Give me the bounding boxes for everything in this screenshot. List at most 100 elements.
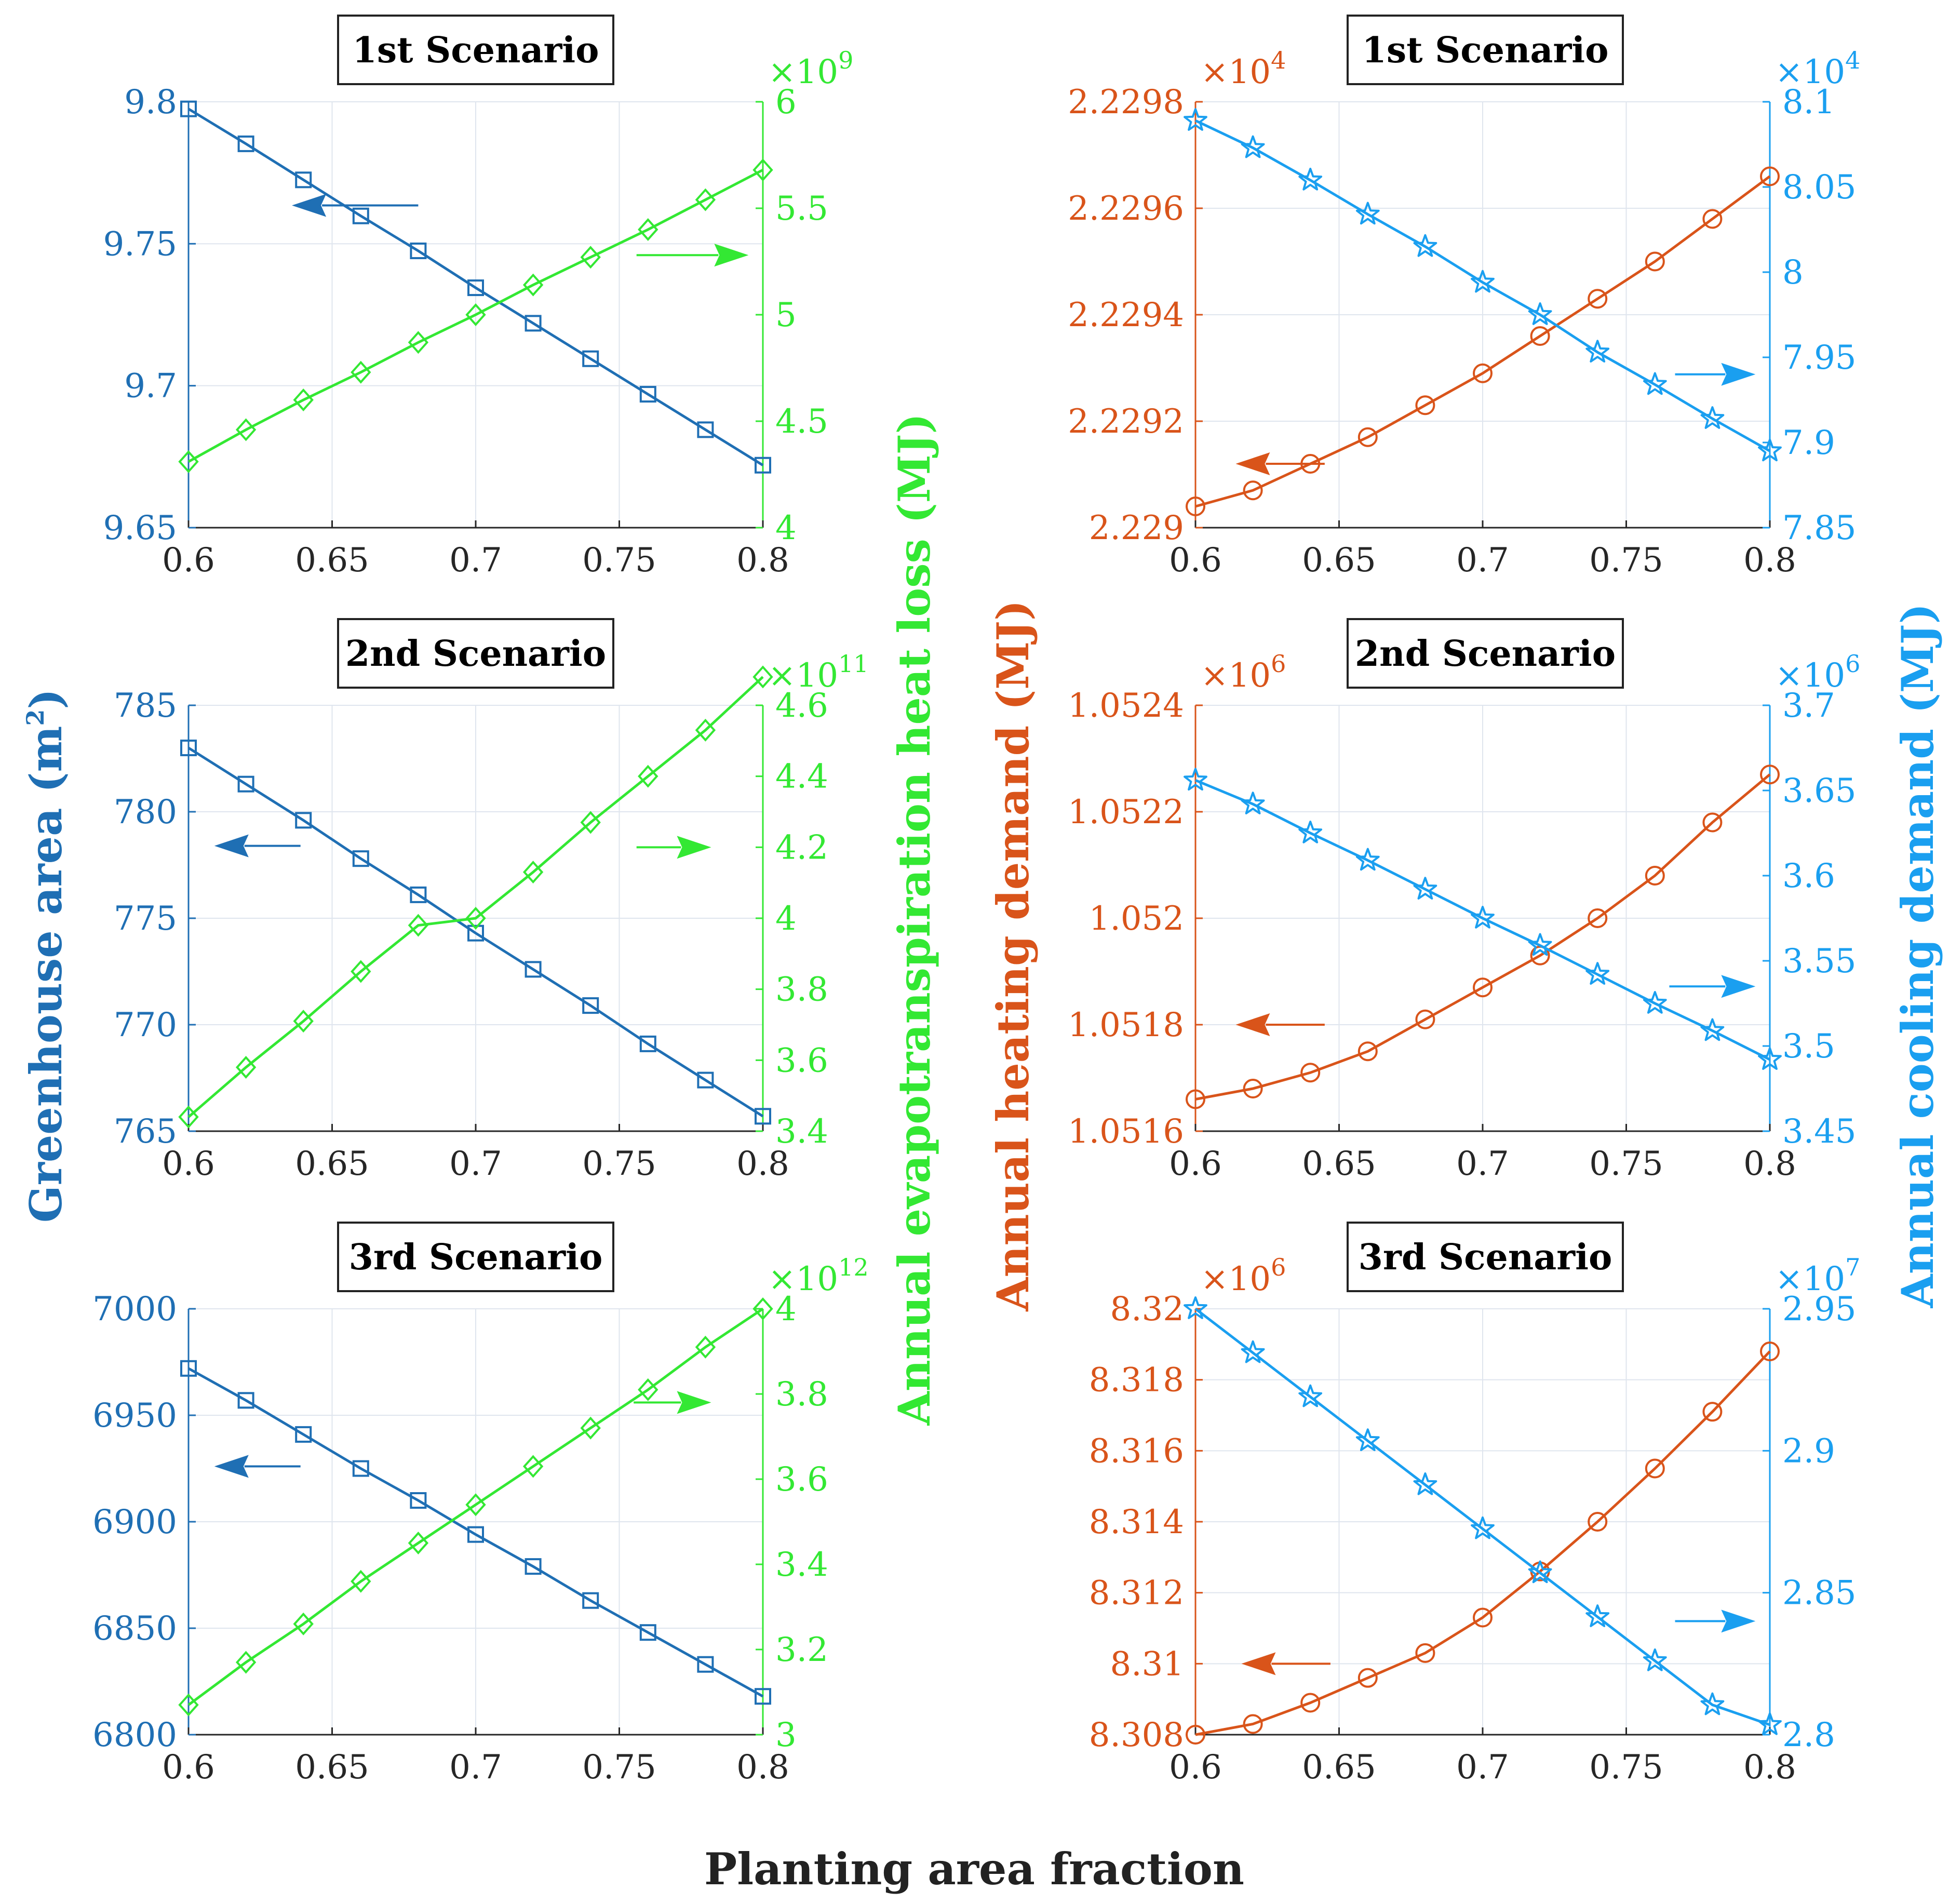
right-y-tick-label: 3.7 <box>1782 687 1835 725</box>
right-axis-exponent: ×106 <box>1775 650 1860 695</box>
data-point <box>1585 340 1610 363</box>
data-point <box>1473 977 1493 998</box>
chart-panel-3: 0.6 0.65 0.7 0.75 0.8 765 770 775 780 785 3.4 3.6 3.… <box>114 618 869 1183</box>
data-point <box>1184 768 1207 791</box>
data-point <box>582 350 599 367</box>
left-y-tick-label: 8.318 <box>1089 1361 1184 1400</box>
data-point <box>1415 1643 1435 1663</box>
left-axis-exponent: ×106 <box>1201 650 1286 695</box>
data-point <box>1645 866 1665 886</box>
panels: 0.6 0.65 0.7 0.75 0.8 9.65 9.7 9.75 9.8 4 4.5 5 5.5 6… <box>92 15 1860 1787</box>
x-tick-label: 0.6 <box>162 541 215 580</box>
data-point <box>697 1656 714 1673</box>
data-point <box>180 100 197 117</box>
data-point <box>639 1035 656 1052</box>
x-tick-label: 0.6 <box>1169 541 1222 580</box>
x-tick-label: 0.65 <box>295 1145 369 1183</box>
right-y-tick-label: 4 <box>775 1290 797 1329</box>
right-y-tick-label: 2.85 <box>1782 1574 1857 1613</box>
data-point <box>525 1558 542 1575</box>
right-y-tick-label: 3.4 <box>775 1546 828 1584</box>
data-point <box>1528 933 1552 956</box>
left-y-tick-label: 6800 <box>92 1716 177 1754</box>
left-arrow-head <box>1241 1652 1276 1675</box>
data-point <box>352 1460 369 1477</box>
data-point <box>580 246 601 269</box>
data-point <box>1415 395 1435 415</box>
series-line-2 <box>187 676 764 1118</box>
data-point <box>467 1526 484 1543</box>
right-arrow-head <box>1721 1610 1756 1633</box>
right-y-tick-label: 3 <box>775 1716 797 1754</box>
right-axis-exponent: ×107 <box>1775 1253 1860 1298</box>
data-point <box>295 1426 312 1443</box>
series-line-1 <box>1195 773 1771 1101</box>
data-point <box>237 135 254 152</box>
data-point <box>1415 1009 1435 1029</box>
left-y-tick-label: 8.316 <box>1089 1432 1184 1470</box>
right-arrow-head <box>677 1391 711 1414</box>
data-point <box>1298 821 1323 843</box>
data-point <box>1700 1692 1725 1715</box>
data-point <box>1300 1693 1321 1713</box>
data-point <box>352 207 369 224</box>
right-y-tick-label: 3.65 <box>1782 772 1857 810</box>
data-point <box>1471 270 1495 293</box>
data-point <box>755 1108 771 1125</box>
data-point <box>1758 438 1782 462</box>
left-y-tick-label: 1.0524 <box>1068 687 1184 725</box>
panel-title: 3rd Scenario <box>1359 1237 1612 1278</box>
x-tick-label: 0.65 <box>295 1748 369 1787</box>
data-point <box>465 303 486 326</box>
series-line-2 <box>187 1307 764 1706</box>
panel-title: 1st Scenario <box>1362 30 1609 71</box>
data-point <box>237 1392 254 1409</box>
data-point <box>352 850 369 867</box>
x-tick-label: 0.6 <box>1169 1748 1222 1787</box>
x-tick-label: 0.7 <box>1456 541 1509 580</box>
right-y-tick-label: 3.2 <box>775 1631 828 1669</box>
data-point <box>638 1378 658 1401</box>
right-axis-exponent: ×1011 <box>768 650 869 695</box>
evapotranspiration-y-axis-title: Annual evapotranspiration heat loss (MJ) <box>889 413 940 1426</box>
data-point <box>293 388 314 411</box>
data-point <box>180 740 197 756</box>
data-point <box>582 997 599 1014</box>
x-tick-label: 0.6 <box>162 1748 215 1787</box>
data-point <box>410 243 427 259</box>
data-point <box>1413 877 1437 900</box>
right-y-tick-label: 3.8 <box>775 1375 828 1414</box>
left-y-tick-label: 8.314 <box>1089 1503 1184 1541</box>
data-point <box>1357 427 1378 447</box>
x-tick-label: 0.8 <box>1743 1145 1796 1183</box>
data-point <box>580 1416 601 1440</box>
data-point <box>752 665 773 689</box>
panel-title-box <box>1347 1222 1624 1292</box>
data-point <box>180 1360 197 1377</box>
x-tick-label: 0.75 <box>582 541 656 580</box>
data-point <box>1760 1342 1780 1361</box>
left-y-tick-label: 8.312 <box>1089 1574 1184 1613</box>
right-y-tick-label: 3.6 <box>775 1460 828 1499</box>
right-y-tick-label: 3.8 <box>775 971 828 1009</box>
right-y-tick-label: 3.5 <box>1782 1027 1835 1066</box>
left-arrow-head <box>214 834 249 857</box>
x-tick-label: 0.7 <box>1456 1145 1509 1183</box>
left-y-tick-label: 785 <box>114 687 177 725</box>
data-point <box>1243 1714 1263 1734</box>
left-y-tick-label: 2.2296 <box>1068 190 1184 228</box>
data-point <box>1355 848 1380 871</box>
right-y-tick-label: 3.6 <box>775 1041 828 1080</box>
x-tick-label: 0.8 <box>1743 541 1796 580</box>
data-point <box>410 1492 427 1509</box>
left-y-tick-label: 775 <box>114 900 177 938</box>
series-line-1 <box>1195 175 1771 508</box>
data-point <box>1760 765 1780 785</box>
left-axis-exponent: ×104 <box>1201 46 1286 91</box>
data-point <box>1530 326 1550 346</box>
left-y-tick-label: 2.2294 <box>1068 296 1184 334</box>
data-point <box>1413 234 1437 257</box>
left-y-tick-label: 765 <box>114 1112 177 1151</box>
left-y-tick-label: 770 <box>114 1006 177 1044</box>
data-point <box>755 1688 771 1705</box>
